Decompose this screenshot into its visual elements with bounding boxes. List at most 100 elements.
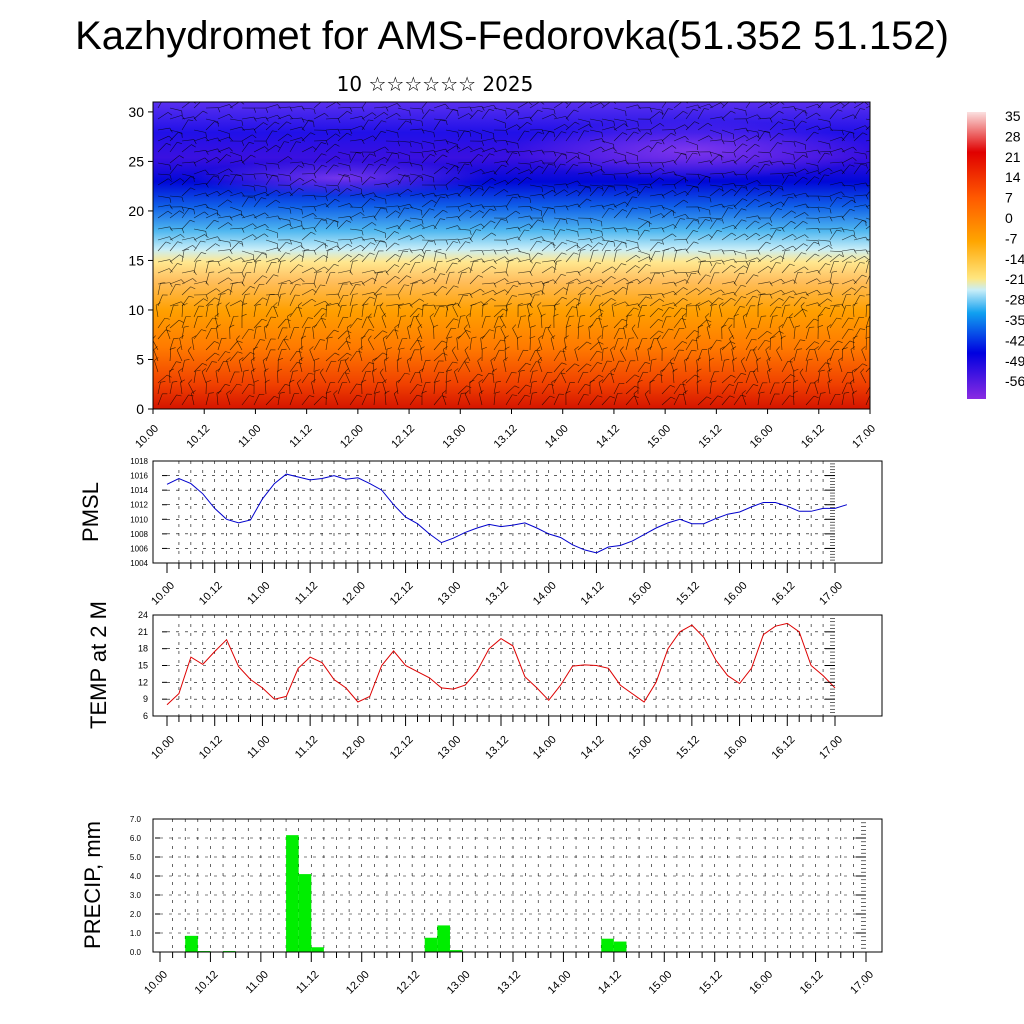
wind-barb bbox=[625, 360, 631, 373]
wind-barb bbox=[517, 303, 530, 307]
wind-barb-flag bbox=[286, 241, 291, 245]
wind-barb bbox=[193, 252, 202, 263]
wind-barb-flag bbox=[610, 395, 615, 399]
wind-barb bbox=[373, 164, 382, 175]
wind-barb bbox=[253, 252, 263, 263]
wind-barb bbox=[385, 179, 397, 186]
wind-barb bbox=[709, 203, 722, 208]
wind-barb-flag bbox=[568, 282, 574, 284]
wind-barb bbox=[381, 316, 387, 329]
wind-barb bbox=[349, 383, 357, 395]
wind-barb bbox=[517, 258, 530, 263]
wind-barb-flag bbox=[647, 221, 652, 225]
wind-barb bbox=[733, 198, 743, 208]
wind-barb bbox=[301, 146, 313, 153]
wind-barb-flag bbox=[165, 329, 171, 332]
wind-barb bbox=[493, 327, 497, 340]
wind-barb-flag bbox=[416, 394, 422, 397]
wind-barb bbox=[685, 184, 698, 188]
wind-barb bbox=[313, 300, 326, 307]
wind-barb-flag bbox=[596, 350, 602, 353]
wind-barb-flag bbox=[396, 103, 401, 108]
wind-barb bbox=[793, 296, 803, 307]
wind-barb bbox=[769, 338, 772, 351]
wind-barb-flag bbox=[708, 135, 713, 140]
wind-barb bbox=[409, 262, 416, 274]
wind-barb-flag bbox=[434, 380, 440, 383]
wind-barb bbox=[253, 233, 265, 241]
wind-barb bbox=[179, 338, 183, 351]
wind-barb bbox=[721, 129, 734, 135]
wind-barb bbox=[800, 305, 807, 318]
wind-barb-flag bbox=[468, 146, 473, 150]
wind-barb-flag bbox=[814, 176, 820, 179]
wind-barb-flag bbox=[740, 357, 745, 362]
wind-barb-flag bbox=[320, 313, 325, 318]
wind-barb-flag bbox=[849, 164, 855, 167]
wind-barb-flag bbox=[335, 155, 341, 160]
wind-barb bbox=[373, 206, 386, 209]
wind-barb-flag bbox=[263, 122, 268, 126]
wind-barb bbox=[433, 103, 446, 109]
wind-barb-flag bbox=[769, 281, 773, 287]
wind-barb bbox=[685, 350, 692, 362]
wind-barb bbox=[529, 281, 542, 285]
wind-barb-flag bbox=[541, 129, 545, 135]
wind-barb bbox=[297, 382, 303, 395]
colorbar-label: 21 bbox=[1005, 149, 1021, 165]
wind-barb-flag bbox=[752, 295, 758, 298]
wind-barb-flag bbox=[177, 241, 183, 244]
wind-barb bbox=[253, 394, 260, 406]
wind-barb bbox=[157, 374, 168, 384]
precip-bar bbox=[298, 874, 312, 952]
wind-barb-flag bbox=[334, 143, 340, 147]
wind-barb-flag bbox=[670, 132, 676, 136]
wind-barb-flag bbox=[464, 163, 470, 166]
wind-barb bbox=[793, 266, 805, 274]
wind-barb-flag bbox=[298, 264, 304, 267]
wind-barb-flag bbox=[193, 176, 195, 182]
wind-barb-flag bbox=[229, 215, 233, 221]
wind-barb-flag bbox=[457, 258, 461, 263]
wind-barb-flag bbox=[289, 379, 295, 383]
wind-barb-flag bbox=[361, 152, 364, 158]
wind-barb bbox=[814, 382, 819, 395]
wind-barb bbox=[841, 131, 850, 142]
wind-barb-flag bbox=[527, 313, 533, 317]
wind-barb bbox=[553, 218, 561, 230]
wind-barb bbox=[769, 110, 780, 120]
wind-barb-flag bbox=[228, 114, 233, 118]
wind-barb bbox=[637, 161, 650, 164]
wind-barb-flag bbox=[384, 146, 389, 151]
wind-barb bbox=[817, 206, 830, 209]
wind-barb bbox=[685, 121, 695, 131]
wind-barb bbox=[732, 360, 735, 373]
wind-barb-flag bbox=[718, 297, 724, 301]
wind-barb bbox=[541, 372, 548, 384]
x-tick-label: 11.12 bbox=[293, 580, 320, 607]
wind-barb bbox=[697, 176, 707, 186]
wind-barb-flag bbox=[380, 207, 386, 210]
wind-barb bbox=[781, 140, 794, 143]
wind-barb-flag bbox=[598, 242, 604, 246]
wind-barb-flag bbox=[553, 186, 556, 192]
wind-barb-flag bbox=[361, 207, 364, 213]
wind-barb-flag bbox=[369, 98, 374, 99]
wind-barb-flag bbox=[849, 340, 855, 343]
wind-barb-flag bbox=[421, 108, 424, 114]
wind-barb-flag bbox=[217, 121, 219, 127]
wind-barb bbox=[205, 190, 218, 197]
wind-barb bbox=[241, 214, 254, 219]
wind-barb bbox=[709, 188, 720, 197]
wind-barb-flag bbox=[553, 313, 559, 317]
wind-barb bbox=[289, 217, 302, 222]
wind-barb-flag bbox=[574, 363, 580, 367]
wind-barb bbox=[661, 302, 674, 307]
wind-barb-flag bbox=[587, 244, 593, 248]
pmsl-x-axis: 10.00 10.12 11.00 11.12 12.00 12.12 13.00 13.12… bbox=[149, 563, 845, 608]
wind-barb bbox=[433, 352, 444, 362]
wind-barb-flag bbox=[225, 302, 230, 306]
wind-barb bbox=[349, 261, 353, 274]
wind-barb bbox=[325, 272, 331, 285]
wind-barb-flag bbox=[769, 152, 772, 158]
